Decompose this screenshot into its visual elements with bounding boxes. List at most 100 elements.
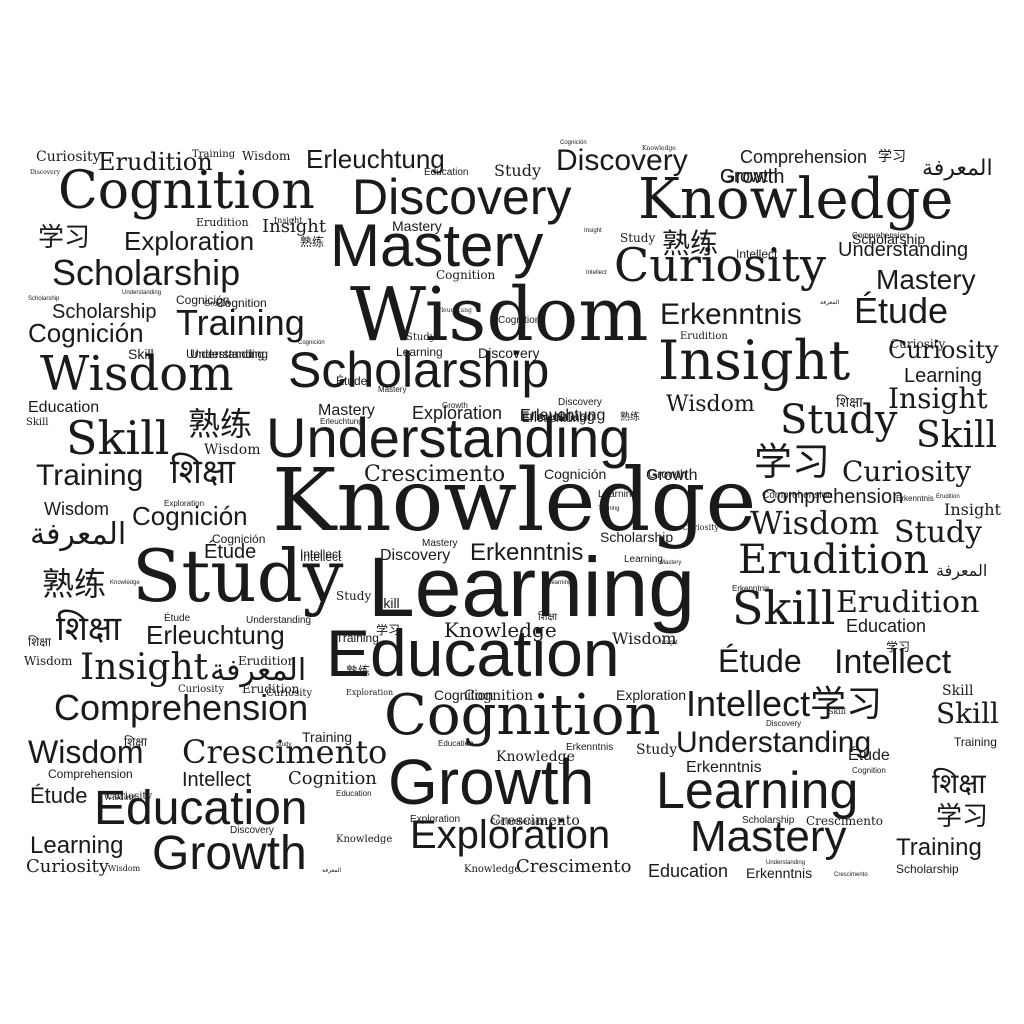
cloud-word: Intellect xyxy=(586,270,607,276)
cloud-word: Erudition xyxy=(738,537,930,583)
cloud-word: Growth xyxy=(204,299,230,308)
cloud-word: Study xyxy=(494,161,541,180)
cloud-word: Curiosity xyxy=(888,336,999,364)
cloud-word: Skill xyxy=(128,346,154,362)
cloud-word: المعرفة xyxy=(322,867,342,874)
cloud-word: Mastery xyxy=(330,212,544,279)
cloud-word: Cognición xyxy=(132,501,248,531)
cloud-word: Cognición xyxy=(28,318,144,348)
cloud-word: Discovery xyxy=(558,397,602,408)
cloud-word: Erleuchtung xyxy=(146,620,285,650)
cloud-word: Exploration xyxy=(412,403,503,423)
cloud-word: Wisdom xyxy=(666,392,755,417)
cloud-word: Intellect xyxy=(736,247,778,261)
cloud-word: Erleuchtung xyxy=(434,307,472,314)
cloud-word: Comprehension xyxy=(762,486,904,508)
cloud-word: Comprehension xyxy=(48,767,133,781)
cloud-word: Growth xyxy=(720,166,785,188)
cloud-word: Erleuchtung xyxy=(522,411,587,425)
cloud-word: Intellect xyxy=(182,769,251,791)
cloud-word: Knowledge xyxy=(638,167,954,232)
cloud-word: Curiosity xyxy=(178,684,225,695)
cloud-word: Growth xyxy=(646,467,698,484)
cloud-word: Erudition xyxy=(936,494,960,500)
cloud-word: Cognición xyxy=(560,140,587,146)
cloud-word: Education xyxy=(94,782,308,835)
cloud-word: المعرفة xyxy=(936,561,988,580)
cloud-word: Study xyxy=(406,332,436,343)
cloud-word: المعرفة xyxy=(30,517,127,552)
cloud-word: Growth xyxy=(442,401,468,410)
cloud-word: Curiosity xyxy=(26,856,109,877)
cloud-word: शिक्षा xyxy=(56,609,122,649)
cloud-word: Insight xyxy=(274,216,303,225)
cloud-word: Exploration xyxy=(346,688,394,697)
cloud-word: Training xyxy=(336,631,379,645)
cloud-word: Growth xyxy=(720,166,779,186)
cloud-word: المعرفة xyxy=(922,156,993,181)
cloud-word: Wisdom xyxy=(44,499,110,519)
cloud-word: Education xyxy=(28,399,100,416)
cloud-word: Mastery xyxy=(392,218,442,234)
cloud-word: Scholarship xyxy=(600,529,674,545)
cloud-word: Crescimento xyxy=(490,813,580,829)
cloud-word: Wisdom xyxy=(612,629,677,648)
cloud-word: शिक्षा xyxy=(538,612,558,623)
cloud-word: المعرفة xyxy=(820,300,840,306)
cloud-word: Learning xyxy=(624,554,663,565)
cloud-word: Skill xyxy=(732,581,836,635)
cloud-word: Education xyxy=(326,616,620,690)
cloud-word: Growth xyxy=(648,467,687,481)
cloud-word: Erudition xyxy=(680,331,728,342)
cloud-word: Scholarship xyxy=(28,296,60,302)
cloud-word: Wisdom xyxy=(204,442,261,458)
cloud-word: Curiosity xyxy=(682,523,719,532)
cloud-word: Erudition xyxy=(98,148,213,176)
cloud-word: Crescimento xyxy=(806,814,883,828)
cloud-word: Wisdom xyxy=(750,504,880,542)
cloud-word: Understanding xyxy=(676,726,872,759)
cloud-word: Scholarship xyxy=(52,301,157,323)
cloud-word: Erudition xyxy=(238,654,296,668)
cloud-word: Mastery xyxy=(690,812,847,861)
cloud-word: Intellect xyxy=(300,550,342,564)
cloud-word: Learning xyxy=(396,345,443,359)
cloud-word: Exploration xyxy=(410,814,461,825)
cloud-word: Insight xyxy=(944,500,1001,519)
cloud-word: 熟练 xyxy=(188,405,253,443)
cloud-word: Understanding xyxy=(246,615,312,626)
cloud-word: Curiosity xyxy=(266,688,313,699)
cloud-word: Comprehension xyxy=(852,231,909,240)
cloud-word: Erudition xyxy=(242,682,300,696)
cloud-word: Erkenntnis xyxy=(686,759,762,776)
cloud-word: Comprehension xyxy=(740,147,868,167)
cloud-word: Cognición xyxy=(544,466,607,482)
cloud-word: 熟练 xyxy=(42,565,107,603)
cloud-word: Exploration xyxy=(124,226,255,256)
cloud-word: Training xyxy=(896,834,982,861)
cloud-word: Wisdom xyxy=(108,864,141,873)
cloud-word: Erkenntnis xyxy=(746,865,813,881)
cloud-word: Understanding xyxy=(838,239,969,261)
cloud-word: Étude xyxy=(204,541,257,563)
cloud-word: Cognition xyxy=(464,688,534,704)
cloud-word: Étude xyxy=(848,747,890,764)
cloud-word: Étude xyxy=(164,613,191,624)
cloud-word: शिक्षा xyxy=(28,635,51,649)
cloud-word: Scholarship xyxy=(742,815,795,826)
cloud-word: Exploration xyxy=(164,499,205,508)
cloud-word: Learning xyxy=(30,832,124,859)
cloud-word: Erkenntnis xyxy=(470,539,584,566)
cloud-word: 学习 xyxy=(886,640,911,654)
cloud-word: Intellect学习 xyxy=(686,683,883,724)
cloud-word: 熟练 xyxy=(620,412,640,423)
cloud-word: Wisdom xyxy=(28,734,144,770)
cloud-word: Wisdom xyxy=(24,654,73,668)
cloud-word: Discovery xyxy=(766,719,802,728)
cloud-word: Cognición xyxy=(212,532,266,546)
cloud-word: Skill xyxy=(26,417,49,428)
cloud-word: Discovery xyxy=(30,169,60,176)
cloud-word: Curiosity xyxy=(890,337,946,351)
cloud-word: Erudition xyxy=(196,216,249,229)
cloud-word: शिक्षा xyxy=(170,452,236,492)
